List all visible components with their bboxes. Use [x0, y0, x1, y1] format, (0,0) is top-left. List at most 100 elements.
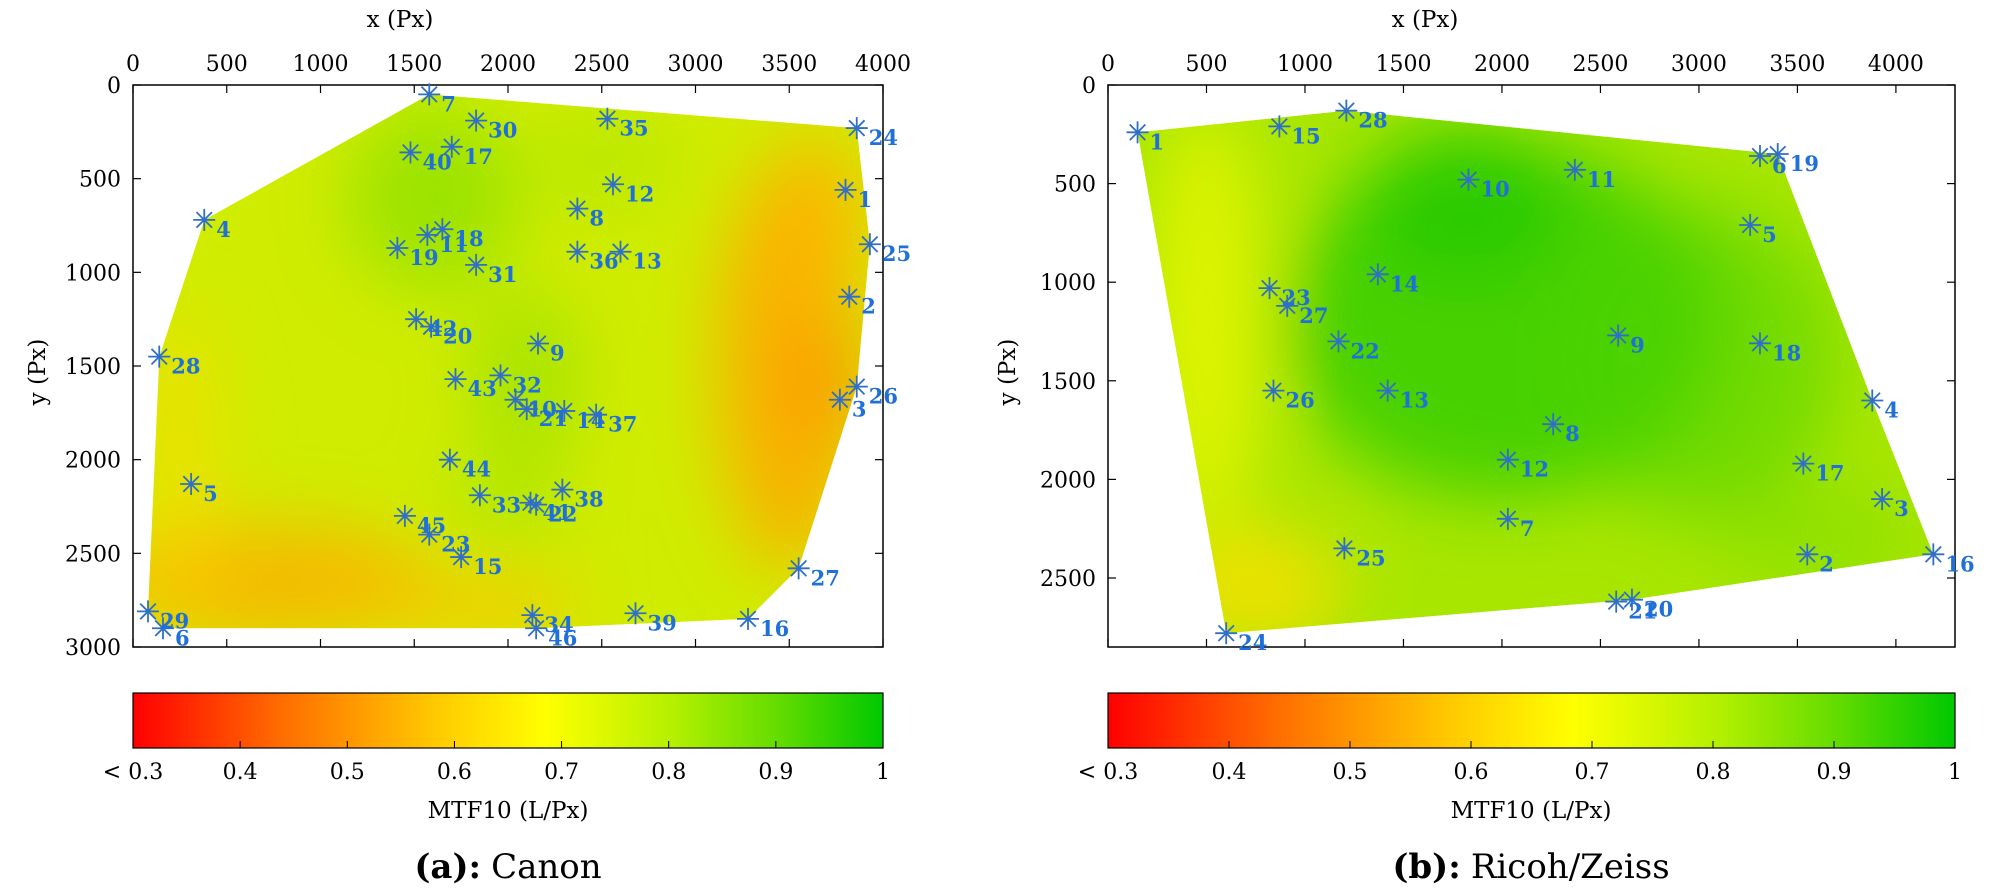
point-label: 45 — [417, 513, 446, 538]
data-point: 19 — [386, 236, 439, 270]
data-point: 35 — [596, 107, 649, 141]
point-label: 38 — [574, 487, 603, 512]
field-gradients — [1147, 110, 1916, 634]
data-point: 3 — [1871, 488, 1909, 521]
data-point: 27 — [1276, 294, 1328, 328]
point-label: 44 — [462, 457, 491, 482]
point-label: 36 — [589, 249, 618, 274]
colorbar — [1107, 692, 1956, 749]
asterisk-marker — [1922, 543, 1945, 566]
asterisk-marker — [1796, 543, 1819, 566]
asterisk-marker — [444, 368, 467, 391]
field-blob — [348, 103, 518, 292]
point-label: 1 — [1150, 129, 1165, 154]
data-point: 28 — [1335, 99, 1388, 133]
data-point: 4 — [193, 208, 231, 242]
asterisk-marker — [596, 107, 619, 130]
colorbar-tick-label: 1 — [876, 760, 890, 785]
asterisk-marker — [525, 617, 548, 640]
x-tick-label: 1000 — [293, 52, 349, 77]
asterisk-marker — [1333, 537, 1356, 560]
x-tick-label: 1500 — [386, 52, 442, 77]
y-tick-label: 0 — [1082, 74, 1096, 99]
asterisk-marker — [1276, 294, 1299, 317]
y-tick-label: 2500 — [65, 542, 121, 567]
data-point: 11 — [1563, 158, 1616, 192]
asterisk-marker — [527, 332, 549, 355]
asterisk-marker — [845, 375, 868, 398]
asterisk-marker — [438, 448, 461, 471]
point-label: 24 — [1238, 630, 1267, 655]
point-label: 15 — [473, 554, 502, 579]
data-point: 31 — [465, 253, 517, 287]
data-point: 36 — [566, 240, 619, 274]
data-point: 16 — [1922, 543, 1975, 576]
x-tick-label: 0 — [1101, 52, 1115, 77]
colorbar-label: MTF10 (L/Px) — [428, 798, 589, 824]
asterisk-marker — [838, 285, 861, 308]
colorbar-tick-label: 0.5 — [1333, 760, 1368, 785]
panel-ricoh-zeiss: x (Px) y (Px) 0 500 1000 1500 2000 2500 3000 35… — [995, 7, 1975, 887]
data-point: 5 — [1739, 214, 1777, 247]
asterisk-marker — [1376, 379, 1399, 402]
point-label: 42 — [428, 316, 457, 341]
point-label: 22 — [548, 502, 577, 527]
point-label: 11 — [439, 232, 468, 257]
point-label: 29 — [160, 608, 189, 633]
data-point: 8 — [1542, 413, 1580, 446]
field-blob — [442, 450, 574, 544]
data-point: 15 — [1268, 115, 1321, 148]
data-point: 29 — [137, 600, 189, 633]
data-point: 1 — [834, 178, 873, 212]
point-label: 6 — [175, 625, 190, 650]
point-label: 1 — [858, 187, 873, 212]
colorbar-tick-label: 0.5 — [330, 760, 365, 785]
data-point: 24 — [1215, 622, 1267, 655]
data-point: 1 — [1126, 121, 1165, 154]
colorbar-tick-label: 0.4 — [223, 760, 258, 785]
axis-ticks: 0 500 1000 1500 2000 2500 3000 3500 4000 0 500 1000… — [65, 52, 911, 661]
y-tick-label: 1000 — [1040, 271, 1096, 296]
colorbar-tick-label: 0.9 — [758, 760, 793, 785]
data-point: 4 — [1861, 389, 1899, 423]
asterisk-marker — [465, 109, 488, 132]
field-blob — [1718, 489, 1916, 588]
asterisk-marker — [1766, 143, 1789, 166]
x-tick-label: 3500 — [761, 52, 817, 77]
asterisk-marker — [1366, 263, 1389, 286]
asterisk-marker — [553, 399, 576, 422]
point-label: 24 — [869, 125, 898, 150]
point-label: 3 — [852, 397, 867, 422]
asterisk-marker — [787, 557, 810, 580]
x-axis-label: x (Px) — [1392, 7, 1459, 33]
asterisk-marker — [148, 345, 171, 368]
point-label: 15 — [1291, 123, 1320, 148]
asterisk-marker — [828, 388, 851, 411]
x-tick-label: 1500 — [1375, 52, 1431, 77]
x-tick-label: 500 — [1185, 52, 1227, 77]
colorbar — [132, 692, 884, 749]
plot-frame — [1107, 84, 1956, 648]
x-tick-label: 500 — [206, 52, 248, 77]
data-point: 17 — [1792, 452, 1845, 486]
asterisk-marker — [602, 173, 624, 196]
point-label: 28 — [1358, 108, 1387, 133]
point-label: 14 — [1390, 271, 1419, 296]
colorbar-ticks: < 0.3 0.4 0.5 0.6 0.7 0.8 0.9 1 — [1078, 741, 1962, 785]
y-tick-label: 0 — [107, 74, 121, 99]
colorbar-tick-label: 0.8 — [1696, 760, 1731, 785]
point-label: 35 — [619, 116, 648, 141]
data-point: 34 — [521, 604, 574, 637]
data-point: 22 — [1327, 330, 1380, 363]
point-label: 21 — [1628, 599, 1657, 624]
y-tick-label: 2000 — [1040, 468, 1096, 493]
asterisk-marker — [858, 233, 881, 256]
data-point: 21 — [1605, 590, 1657, 624]
field-blob — [148, 309, 218, 610]
colorbar-tick-label: 0.4 — [1212, 760, 1247, 785]
heatmap-field — [1137, 110, 1934, 634]
data-point: 10 — [1457, 168, 1510, 202]
data-point: 26 — [1262, 379, 1315, 413]
colorbar-tick-label: 0.9 — [1817, 760, 1852, 785]
asterisk-marker — [393, 504, 416, 527]
